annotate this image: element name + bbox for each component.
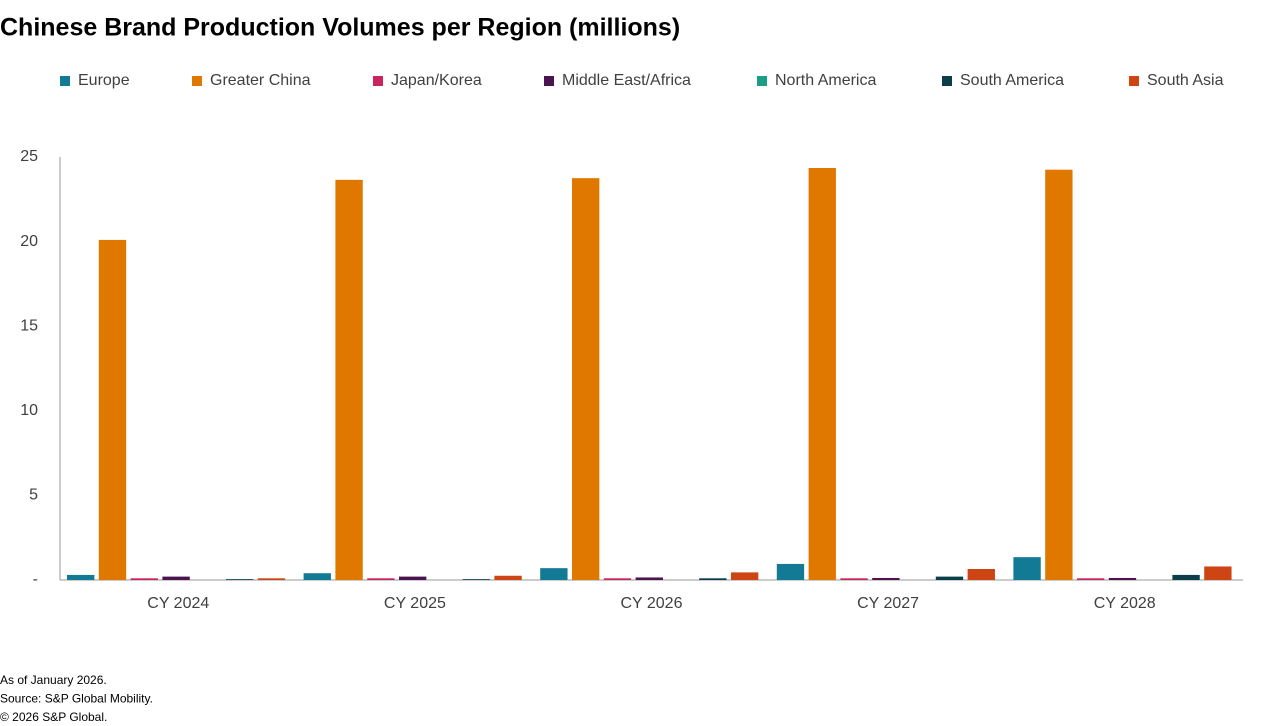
y-tick-label: 10 — [20, 402, 38, 419]
bar — [98, 239, 127, 580]
legend-label: Middle East/Africa — [562, 72, 691, 89]
bar — [162, 576, 190, 580]
bar — [1108, 577, 1137, 580]
legend-swatch — [544, 76, 554, 86]
x-tick-label: CY 2026 — [621, 595, 683, 612]
chart-title: Chinese Brand Production Volumes per Reg… — [0, 14, 680, 42]
legend-swatch — [757, 76, 767, 86]
x-tick-label: CY 2025 — [384, 595, 446, 612]
bar — [967, 569, 995, 580]
y-tick-label: 15 — [20, 317, 38, 334]
y-tick-label: 20 — [20, 233, 38, 250]
x-tick-label: CY 2024 — [147, 595, 209, 612]
bar — [540, 568, 568, 580]
legend-swatch — [192, 76, 202, 86]
footnote: Source: S&P Global Mobility. — [0, 692, 153, 706]
bar — [635, 577, 663, 580]
bar — [226, 579, 254, 580]
bar — [808, 167, 836, 581]
bar — [872, 577, 900, 580]
bar — [303, 573, 331, 580]
x-tick-label: CY 2027 — [857, 595, 919, 612]
bar — [462, 579, 490, 580]
legend-swatch — [1129, 76, 1139, 86]
bar — [399, 576, 427, 580]
bar — [776, 563, 805, 580]
bar — [572, 178, 600, 580]
bar — [1077, 578, 1105, 580]
bar — [335, 179, 363, 581]
bar — [367, 578, 395, 580]
y-tick-label: - — [33, 571, 38, 588]
bar — [935, 576, 964, 580]
footnote: © 2026 S&P Global. — [0, 710, 107, 724]
bar — [699, 578, 727, 580]
bar — [130, 578, 158, 580]
bar — [67, 574, 95, 580]
legend-label: Europe — [78, 72, 130, 89]
bar — [1045, 169, 1073, 580]
legend-label: North America — [775, 72, 876, 89]
bar — [840, 578, 868, 580]
legend-label: Greater China — [210, 72, 311, 89]
bar — [1204, 566, 1232, 580]
bar — [1172, 574, 1200, 580]
bar — [257, 578, 286, 580]
y-tick-label: 25 — [20, 148, 38, 165]
legend-label: South America — [960, 72, 1064, 89]
legend-swatch — [942, 76, 952, 86]
footnote: As of January 2026. — [0, 673, 107, 687]
bar — [731, 572, 759, 580]
bar — [1013, 557, 1041, 580]
y-tick-label: 5 — [29, 487, 38, 504]
legend-swatch — [373, 76, 383, 86]
legend-label: South Asia — [1147, 72, 1224, 89]
legend-swatch — [60, 76, 70, 86]
legend-label: Japan/Korea — [391, 72, 482, 89]
bar — [603, 578, 632, 580]
x-tick-label: CY 2028 — [1094, 595, 1156, 612]
bar — [494, 575, 522, 580]
